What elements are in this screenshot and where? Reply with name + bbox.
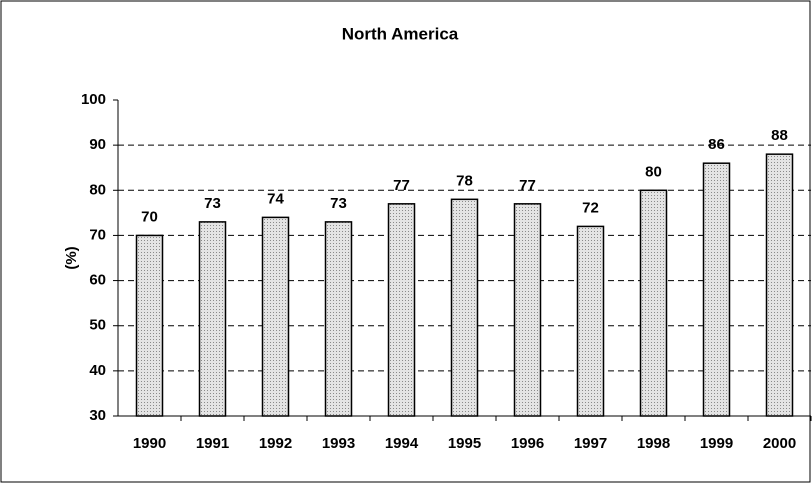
bar <box>198 221 227 417</box>
y-axis-label: (%) <box>63 246 80 269</box>
x-tick-label: 1996 <box>511 435 544 452</box>
y-tick-label: 60 <box>89 272 106 289</box>
bar <box>639 189 668 417</box>
data-label: 77 <box>393 177 410 194</box>
x-tick-label: 1997 <box>574 435 607 452</box>
chart-title: North America <box>342 24 459 43</box>
x-tick-label: 1999 <box>700 435 733 452</box>
x-tick-label: 1998 <box>637 435 670 452</box>
data-label: 73 <box>330 195 347 212</box>
data-label: 73 <box>204 195 221 212</box>
x-tick-label: 1994 <box>385 435 419 452</box>
bar <box>387 203 416 417</box>
bar <box>513 203 542 417</box>
y-tick-label: 70 <box>89 226 106 243</box>
y-tick-label: 100 <box>81 91 106 108</box>
data-label: 72 <box>582 199 599 216</box>
data-label: 88 <box>771 127 788 144</box>
bar <box>702 162 731 417</box>
data-label: 80 <box>645 163 662 180</box>
y-tick-label: 40 <box>89 362 106 379</box>
bar <box>135 234 164 417</box>
bar <box>450 198 479 417</box>
x-tick-label: 1993 <box>322 435 355 452</box>
x-tick-label: 1995 <box>448 435 481 452</box>
y-tick-label: 30 <box>89 407 106 424</box>
data-label: 74 <box>267 190 284 207</box>
y-tick-label: 50 <box>89 317 106 334</box>
bar <box>576 225 605 417</box>
bar <box>765 153 794 417</box>
data-label: 77 <box>519 177 536 194</box>
x-tick-label: 1991 <box>196 435 229 452</box>
y-tick-label: 80 <box>89 181 106 198</box>
x-tick-label: 2000 <box>763 435 796 452</box>
bar <box>324 221 353 417</box>
y-tick-label: 90 <box>89 136 106 153</box>
data-label: 78 <box>456 172 473 189</box>
x-tick-label: 1992 <box>259 435 292 452</box>
data-label: 86 <box>708 136 725 153</box>
x-tick-label: 1990 <box>133 435 166 452</box>
bar <box>261 216 290 417</box>
data-label: 70 <box>141 208 158 225</box>
